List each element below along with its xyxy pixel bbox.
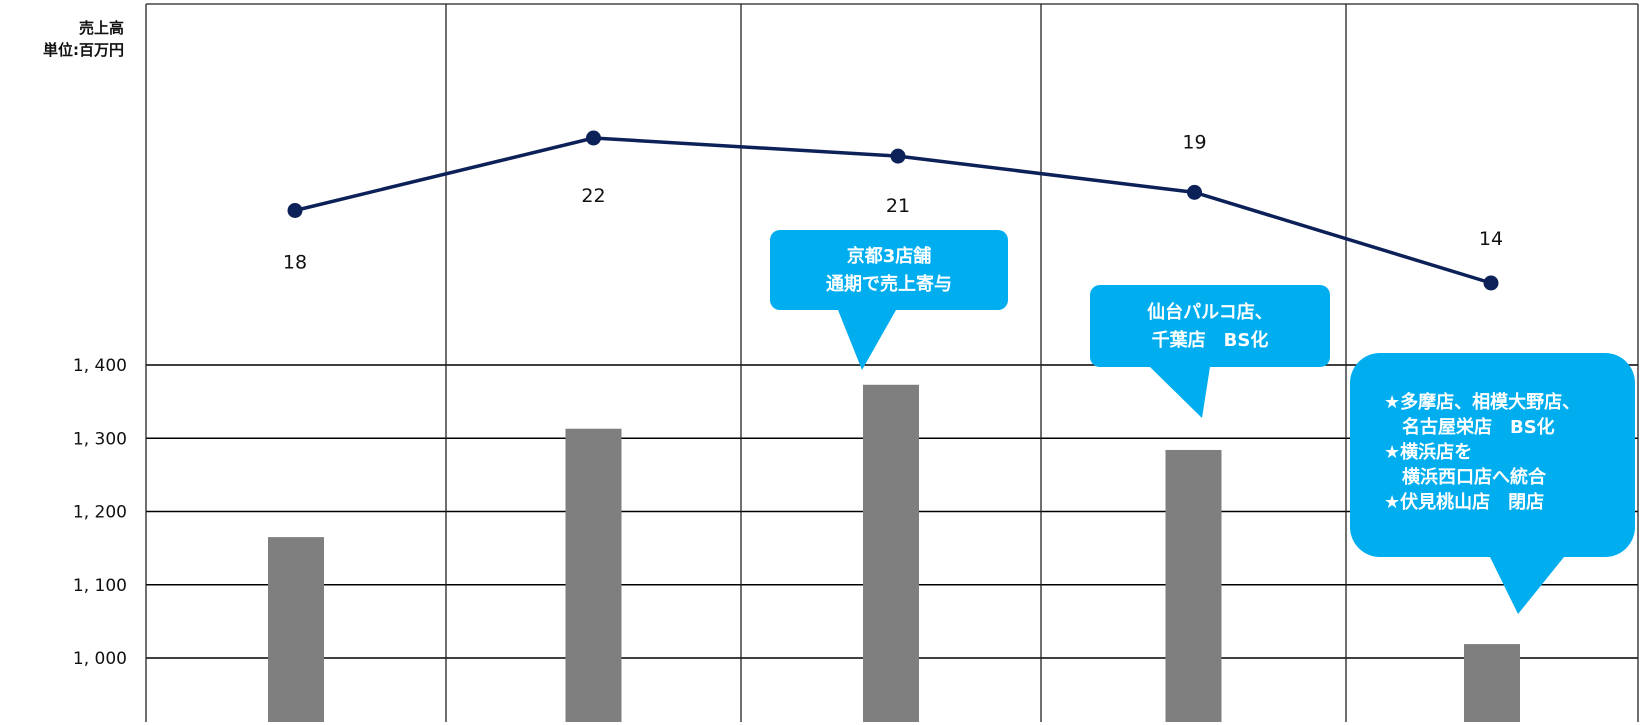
y-tick-label: 1, 200 — [73, 503, 127, 523]
y-tick-label: 1, 100 — [73, 576, 127, 596]
callout-text: 仙台パルコ店、 — [1147, 301, 1273, 323]
y-tick-label: 1, 400 — [73, 356, 127, 376]
callout-tail — [1150, 367, 1210, 418]
callout-text: 横浜西口店へ統合 — [1384, 466, 1547, 488]
bar — [565, 428, 622, 722]
bars — [268, 384, 1520, 722]
y-tick-label: 1, 300 — [73, 429, 127, 449]
y-axis-title: 売上高 — [79, 19, 124, 37]
callout-box — [1090, 285, 1330, 367]
callout-text: ★多摩店、相模大野店、 — [1384, 391, 1580, 413]
data-label: 22 — [581, 185, 605, 207]
callout-tail — [838, 310, 896, 370]
y-tick-label: 1, 000 — [73, 649, 127, 669]
callout-text: 名古屋栄店 BS化 — [1384, 416, 1555, 438]
grid — [145, 3, 1639, 722]
line-point — [287, 203, 303, 218]
line-point — [1483, 275, 1499, 291]
callout-text: 千葉店 BS化 — [1152, 329, 1269, 351]
data-label: 21 — [886, 195, 910, 217]
callout-text: ★伏見桃山店 閉店 — [1384, 491, 1544, 513]
bar — [1165, 449, 1222, 722]
line-point — [890, 148, 906, 164]
callout: 仙台パルコ店、千葉店 BS化 — [1090, 285, 1330, 418]
data-label: 14 — [1479, 228, 1503, 250]
callout-text: 京都3店舗 — [847, 245, 932, 267]
y-axis-unit: 単位:百万円 — [43, 41, 124, 59]
data-label: 19 — [1182, 131, 1206, 153]
data-label: 18 — [283, 252, 307, 274]
callout-box — [770, 230, 1008, 310]
line-series: 18 22 21 19 14 — [283, 130, 1503, 291]
callout: ★多摩店、相模大野店、 名古屋栄店 BS化 ★横浜店を 横浜西口店へ統合 ★伏見桃山… — [1350, 353, 1635, 614]
callout-tail — [1490, 557, 1564, 614]
line-point — [586, 130, 601, 146]
bar — [1464, 644, 1520, 722]
callout-text: ★横浜店を — [1384, 441, 1472, 463]
bar — [268, 537, 324, 722]
bar — [863, 384, 919, 722]
callout-box — [1350, 353, 1635, 557]
callout-text: 通期で売上寄与 — [826, 273, 952, 295]
line-point — [1187, 184, 1202, 200]
